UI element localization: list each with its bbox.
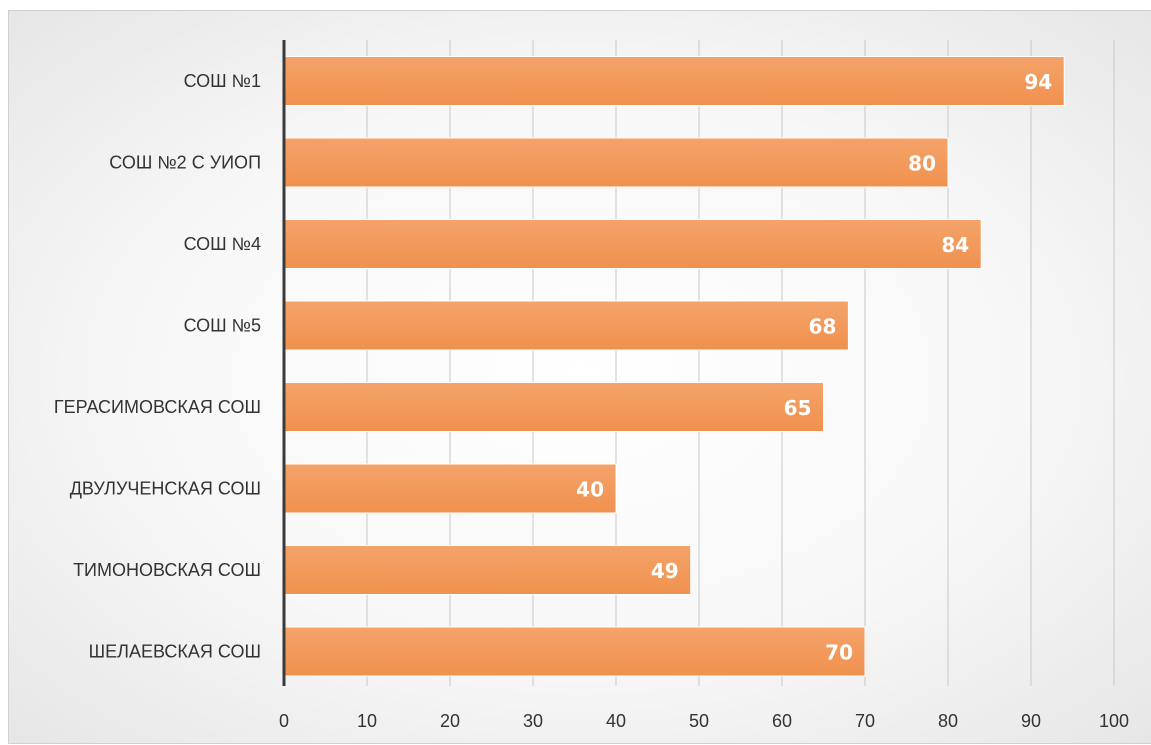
category-label-4: СОШ №5 [184, 316, 261, 336]
x-tick-label-100: 100 [1099, 711, 1129, 731]
category-label-6: ДВУЛУЧЕНСКАЯ СОШ [70, 479, 261, 499]
bar-2 [283, 137, 949, 188]
value-label-6: 40 [576, 478, 604, 502]
value-label-3: 84 [941, 233, 969, 257]
x-tick-label-20: 20 [440, 711, 460, 731]
bar-5 [283, 382, 824, 432]
chart-frame [8, 10, 1151, 744]
x-tick-label-90: 90 [1021, 711, 1041, 731]
category-label-8: ШЕЛАЕВСКАЯ СОШ [89, 642, 261, 662]
category-label-1: СОШ №1 [184, 71, 261, 91]
value-label-8: 70 [825, 641, 853, 665]
x-tick-label-70: 70 [855, 711, 875, 731]
value-label-1: 94 [1024, 70, 1052, 94]
bar-6 [283, 463, 617, 514]
value-label-2: 80 [908, 152, 936, 176]
bar-8 [283, 626, 866, 677]
value-label-4: 68 [809, 315, 837, 339]
x-tick-label-40: 40 [606, 711, 626, 731]
bar-4 [283, 300, 849, 351]
category-label-7: ТИМОНОВСКАЯ СОШ [73, 560, 261, 580]
x-tick-label-0: 0 [279, 711, 289, 731]
bar-3 [283, 219, 982, 269]
x-tick-label-60: 60 [772, 711, 792, 731]
value-label-7: 49 [651, 559, 679, 583]
x-tick-label-30: 30 [523, 711, 543, 731]
category-label-5: ГЕРАСИМОВСКАЯ СОШ [54, 397, 261, 417]
value-label-5: 65 [784, 396, 812, 420]
bar-7 [283, 545, 692, 595]
x-tick-label-80: 80 [938, 711, 958, 731]
category-label-2: СОШ №2 С УИОП [109, 153, 261, 173]
bar-1 [283, 56, 1065, 106]
category-label-3: СОШ №4 [184, 234, 261, 254]
x-tick-label-10: 10 [357, 711, 377, 731]
x-tick-label-50: 50 [689, 711, 709, 731]
